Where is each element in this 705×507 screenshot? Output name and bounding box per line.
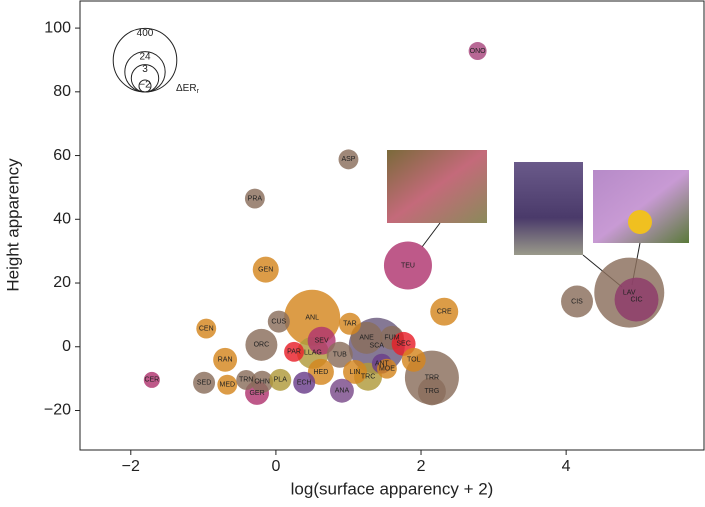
size-legend-label: 3 <box>142 64 148 75</box>
bubble-label: PLA <box>274 377 288 384</box>
bubble-label: LIN <box>350 369 361 376</box>
bubble-label: TUB <box>333 352 347 359</box>
x-tick-label: 0 <box>271 458 280 475</box>
bubble-label: MOE <box>379 366 395 373</box>
bubble-label: TOL <box>407 357 421 364</box>
bubble <box>430 297 459 326</box>
y-tick-label: 100 <box>44 19 71 36</box>
bubble-label: HED <box>314 369 329 376</box>
bubble-label: ANA <box>335 388 350 395</box>
y-tick-label: 20 <box>53 274 71 291</box>
bubble <box>383 241 432 290</box>
bubble-label: RAN <box>218 357 233 364</box>
bubble <box>293 371 316 394</box>
y-tick-label: 40 <box>53 211 71 228</box>
y-tick-label: 0 <box>62 338 71 355</box>
bubble-label: SEV <box>315 338 329 345</box>
plot-frame <box>79 0 705 451</box>
bubble-label: CUS <box>271 318 286 325</box>
photo <box>387 150 487 223</box>
bubble <box>213 347 238 372</box>
x-axis-label: log(surface apparency + 2) <box>291 479 494 498</box>
x-tick-label: 4 <box>562 458 571 475</box>
bubble-label: CER <box>144 377 159 384</box>
bubble-label: ANT <box>375 360 390 367</box>
bubble <box>376 358 397 379</box>
y-tick-label: 80 <box>53 83 71 100</box>
bubble-label: FUM <box>384 335 399 342</box>
x-tick-label: −2 <box>122 458 140 475</box>
legend-title-main: ΔER <box>176 83 197 94</box>
y-axis-label: Height apparency <box>3 158 22 292</box>
bubble-label: CIC <box>630 296 642 303</box>
bubble <box>614 277 659 322</box>
bubble <box>269 368 292 391</box>
bubble-label: SEC <box>396 341 410 348</box>
bubble <box>267 310 290 333</box>
bubble <box>338 312 361 335</box>
bubble <box>338 149 359 170</box>
bubble-label: GEN <box>258 266 273 273</box>
bubble-label: MED <box>220 382 236 389</box>
bubble <box>251 370 274 393</box>
bubble-label: TAR <box>343 321 356 328</box>
size-legend-circle <box>138 79 152 93</box>
bubble <box>329 378 354 403</box>
y-tick-label: −20 <box>44 402 71 419</box>
y-tick-label: 60 <box>53 147 71 164</box>
bubble-label: ECH <box>297 380 312 387</box>
bubble-label: LLAG <box>304 350 322 357</box>
bubble <box>245 328 278 361</box>
bubble <box>326 341 353 368</box>
bubble-label: ASP <box>341 156 355 163</box>
photo <box>514 162 583 255</box>
size-legend-label: 400 <box>137 28 154 39</box>
bubble <box>193 371 216 394</box>
bubble <box>196 318 217 339</box>
size-legend-label: 24 <box>139 51 151 62</box>
bubble-label: CRE <box>437 309 452 316</box>
bubble-label: TRC <box>361 374 375 381</box>
size-legend-label: −2 <box>139 80 151 91</box>
bubble-label: PRA <box>248 195 263 202</box>
bubble <box>284 341 304 362</box>
bubble-label: CIS <box>571 298 583 305</box>
x-tick-label: 2 <box>417 458 426 475</box>
bubble <box>417 377 446 406</box>
bubble-label: PAR <box>287 349 301 356</box>
bubble <box>401 347 426 372</box>
bubble <box>561 285 594 318</box>
photo-leader <box>421 222 441 248</box>
bubble-label: ORC <box>254 342 270 349</box>
bubble-label: LAV <box>623 289 636 296</box>
size-legend-title: ΔERr <box>176 83 200 95</box>
bubble-label: ONO <box>470 48 487 55</box>
bubble-label: ANL <box>305 315 319 322</box>
bubble-label: ANE <box>359 335 374 342</box>
bubble-label: TRN <box>239 377 253 384</box>
bubble-label: OHN <box>254 379 270 386</box>
bubble <box>236 369 257 390</box>
bubble <box>307 358 334 385</box>
bubble-label: TEU <box>401 262 415 269</box>
bubble-label: CEN <box>199 325 214 332</box>
bubble-label: GER <box>249 390 264 397</box>
bubble <box>307 326 336 355</box>
bubble <box>468 42 487 61</box>
bubble-label: SED <box>197 380 211 387</box>
bubble <box>252 256 279 283</box>
bubble-label: SCA <box>370 343 385 350</box>
legend-title-sub: r <box>197 88 200 95</box>
photo-detail <box>628 210 652 234</box>
bubble <box>343 359 367 384</box>
bubble-label: TRR <box>425 375 439 382</box>
bubble <box>143 371 160 388</box>
bubble <box>217 374 238 395</box>
bubble <box>244 188 265 209</box>
bubble-label: TRG <box>425 388 440 395</box>
